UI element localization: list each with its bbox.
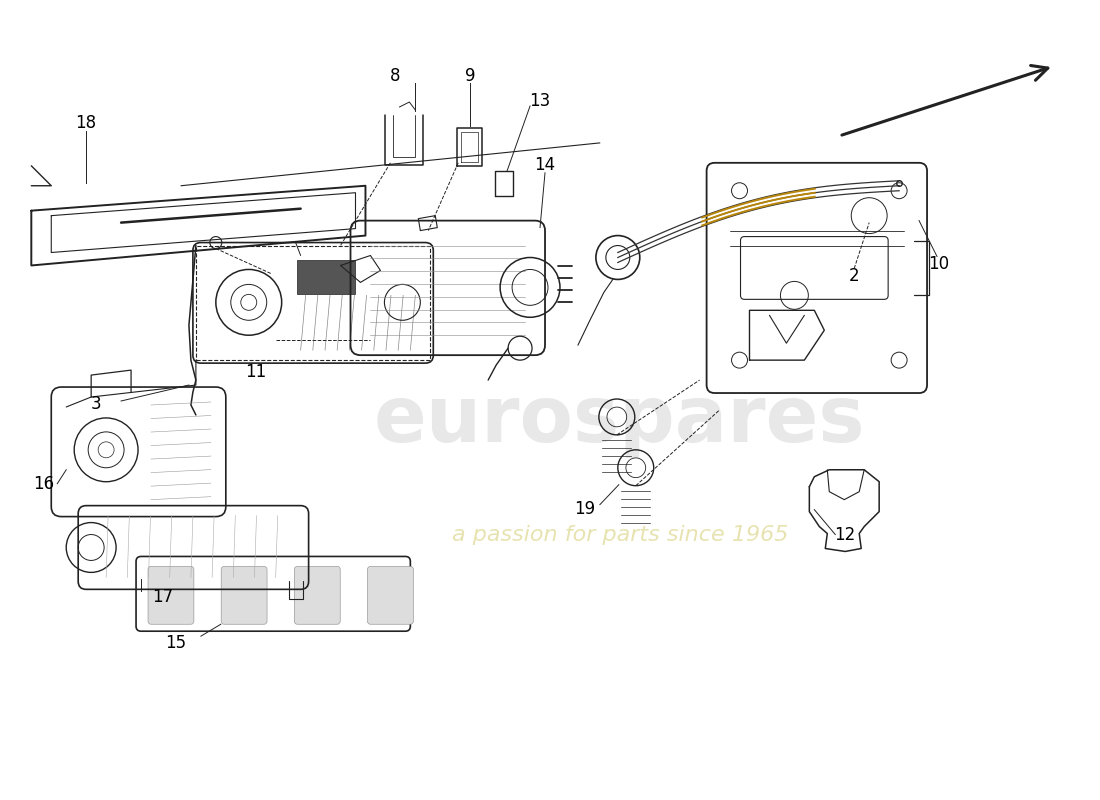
Text: 3: 3 [91, 395, 101, 413]
Text: 11: 11 [245, 363, 266, 381]
FancyBboxPatch shape [367, 566, 414, 624]
Text: 18: 18 [76, 114, 97, 132]
FancyBboxPatch shape [297, 261, 355, 294]
Text: a passion for parts since 1965: a passion for parts since 1965 [452, 525, 788, 545]
FancyBboxPatch shape [221, 566, 267, 624]
Text: 12: 12 [834, 526, 855, 543]
Text: 19: 19 [574, 500, 595, 518]
FancyBboxPatch shape [148, 566, 194, 624]
Text: 2: 2 [849, 267, 859, 286]
Text: 8: 8 [390, 67, 400, 85]
Text: 17: 17 [153, 588, 174, 606]
Text: 14: 14 [535, 156, 556, 174]
Text: eurospares: eurospares [374, 382, 866, 458]
Text: 15: 15 [165, 634, 187, 652]
FancyBboxPatch shape [295, 566, 340, 624]
Text: 10: 10 [928, 255, 949, 274]
Text: 9: 9 [465, 67, 475, 85]
Text: 16: 16 [33, 474, 54, 493]
Text: 13: 13 [529, 92, 551, 110]
